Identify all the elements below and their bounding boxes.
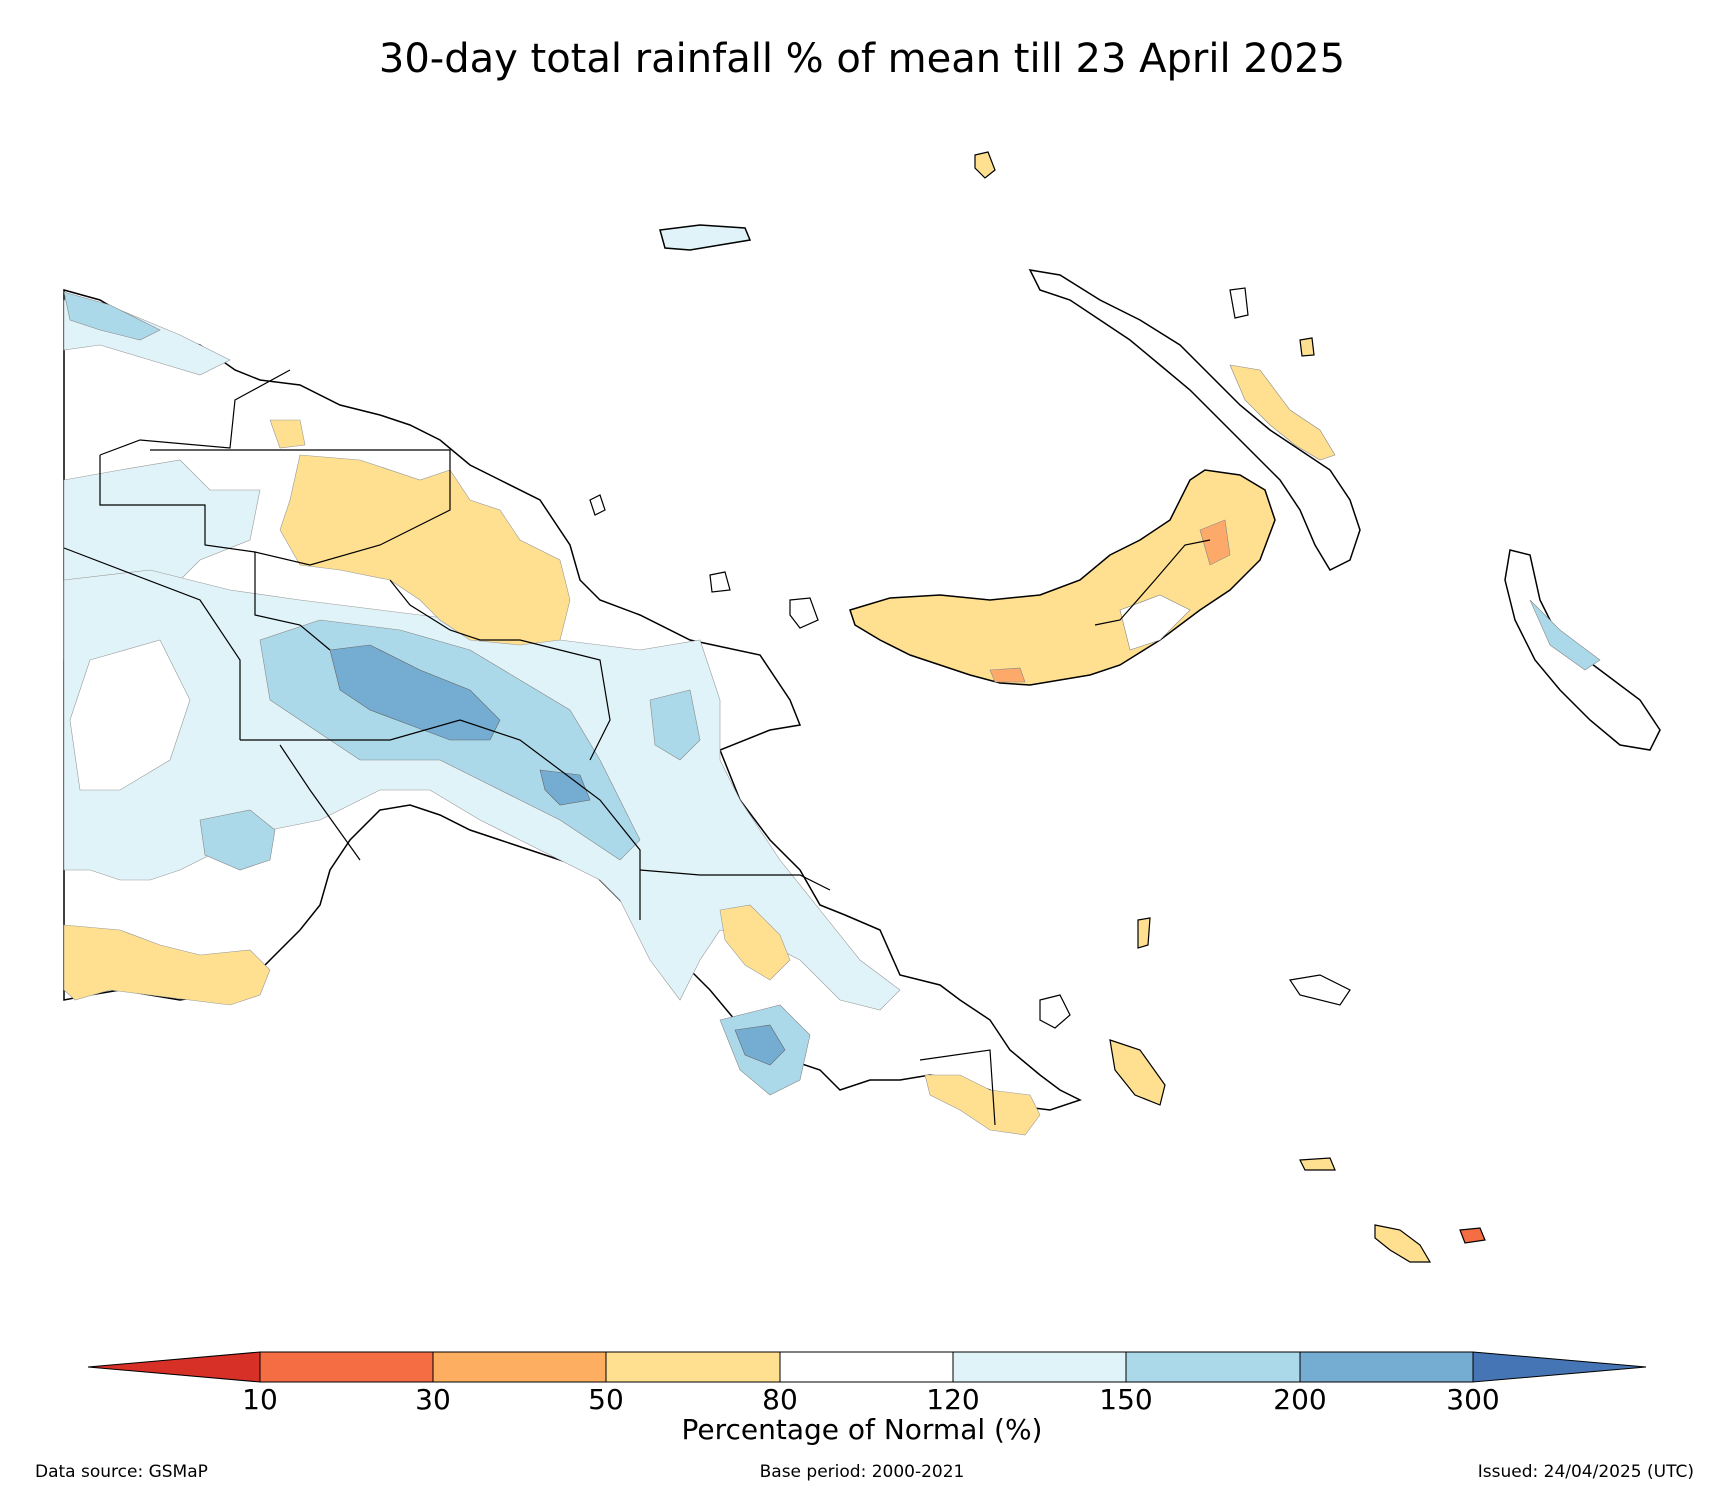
- colorbar-label: Percentage of Normal (%): [681, 1413, 1043, 1446]
- colorbar-arrow-low: [87, 1351, 261, 1383]
- bougainville: [1504, 549, 1661, 751]
- colorbar-200-300: [1299, 1351, 1474, 1383]
- base-period: Base period: 2000-2021: [759, 1462, 965, 1482]
- colorbar-tick-50: 50: [588, 1383, 624, 1416]
- data-source: Data source: GSMaP: [35, 1462, 208, 1482]
- colorbar-arrow-high: [1472, 1351, 1647, 1383]
- colorbar-tick-300: 300: [1446, 1383, 1500, 1416]
- below-normal-areas: [63, 419, 1041, 1136]
- colorbar-10-30: [259, 1351, 434, 1383]
- map-title: 30-day total rainfall % of mean till 23 …: [378, 36, 1346, 82]
- colorbar-tick-200: 200: [1273, 1383, 1327, 1416]
- province-boundaries: [63, 369, 1211, 1126]
- colorbar-tick-80: 80: [762, 1383, 798, 1416]
- above-normal-areas: [63, 291, 901, 1096]
- colorbar-80-120: [779, 1351, 954, 1383]
- manus-island: [659, 224, 752, 251]
- colorbar-30-50: [432, 1351, 607, 1383]
- colorbar-120-150: [952, 1351, 1127, 1383]
- colorbar-tick-10: 10: [242, 1383, 278, 1416]
- colorbar-tick-30: 30: [415, 1383, 451, 1416]
- colorbar-50-80: [605, 1351, 781, 1383]
- colorbar-150-200: [1125, 1351, 1301, 1383]
- issued-date: Issued: 24/04/2025 (UTC): [1477, 1462, 1694, 1482]
- new-ireland: [1028, 269, 1361, 571]
- colorbar-tick-120: 120: [926, 1383, 980, 1416]
- colorbar-tick-150: 150: [1099, 1383, 1153, 1416]
